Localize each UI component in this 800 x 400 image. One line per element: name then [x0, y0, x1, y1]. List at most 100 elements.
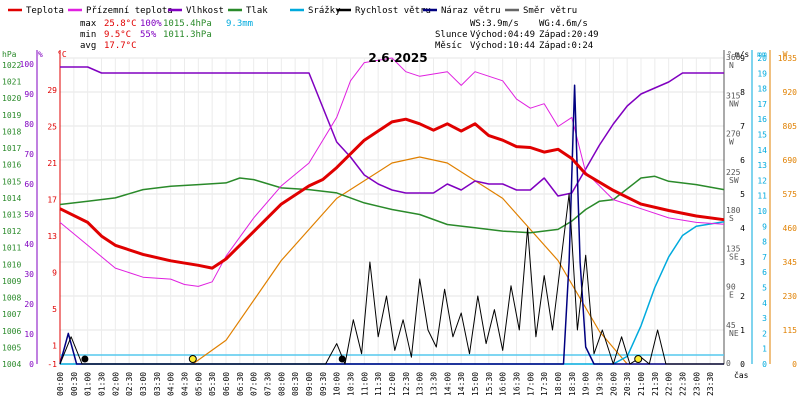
x-axis-tick: 16:30	[513, 372, 522, 396]
humidity-axis-unit: %	[38, 50, 43, 59]
direction-axis-label: W	[729, 138, 734, 147]
wind-axis-tick: 7	[740, 122, 745, 131]
rain-axis-tick: 0	[762, 360, 767, 369]
wind-axis-tick: 9	[740, 54, 745, 63]
temperature-axis-unit: °C	[57, 50, 67, 59]
rain-axis-tick: 19	[757, 69, 767, 78]
rain-axis-unit: mm	[757, 50, 767, 59]
x-axis-tick: 05:00	[194, 372, 203, 396]
rain-axis-tick: 13	[757, 161, 767, 170]
x-axis-tick: 03:00	[139, 372, 148, 396]
rain-axis-tick: 12	[757, 176, 767, 185]
legend-label: Náraz větru	[441, 6, 501, 16]
x-axis-tick: 23:00	[692, 372, 701, 396]
pressure-axis-tick: 1018	[2, 127, 21, 136]
pressure-axis-tick: 1004	[2, 360, 21, 369]
stat-max-temp: 25.8°C	[104, 19, 137, 29]
x-axis-tick: 07:00	[250, 372, 259, 396]
humidity-axis-tick: 30	[24, 270, 34, 279]
direction-axis-label: S	[729, 214, 734, 223]
humidity-axis-tick: 50	[24, 210, 34, 219]
sunset-marker	[634, 355, 643, 363]
solar-axis-tick: 345	[783, 258, 798, 267]
legend-label: Rychlost větru	[355, 6, 431, 16]
direction-axis-tick: 135	[726, 244, 741, 253]
direction-axis-tick: 45	[726, 321, 736, 330]
wind-gust-line	[59, 84, 724, 365]
x-axis-tick: 07:30	[264, 372, 273, 396]
x-axis-tick: 22:30	[679, 372, 688, 396]
rain-axis-tick: 2	[762, 329, 767, 338]
temperature-axis-tick: 17	[47, 196, 57, 205]
stat-max-hum: 100%	[140, 19, 162, 29]
stat-sun-rise: Východ:04:49	[470, 30, 535, 40]
stats-panel: max 25.8°C 100% 1015.4hPa 9.3mm min 9.5°…	[80, 19, 599, 51]
x-axis-tick: 01:30	[98, 372, 107, 396]
direction-axis-tick: 90	[726, 283, 736, 292]
direction-axis-label: SE	[729, 252, 739, 261]
rain-axis-tick: 6	[762, 268, 767, 277]
rain-axis-tick: 18	[757, 85, 767, 94]
x-axis-tick: 19:00	[582, 372, 591, 396]
temperature-axis-tick: -1	[47, 360, 57, 369]
x-axis-tick: 15:30	[485, 372, 494, 396]
plot-area	[59, 57, 725, 365]
rain-axis-tick: 5	[762, 284, 767, 293]
x-axis-tick: 04:00	[167, 372, 176, 396]
stat-moon-rise: Východ:10:44	[470, 41, 535, 51]
direction-axis-label: SW	[729, 176, 739, 185]
humidity-axis-tick: 0	[29, 360, 34, 369]
wind-axis-tick: 2	[740, 292, 745, 301]
stat-min-press: 1011.3hPa	[163, 30, 212, 40]
stat-min-temp: 9.5°C	[104, 30, 131, 40]
rain-axis-tick: 4	[762, 299, 767, 308]
pressure-axis-tick: 1014	[2, 194, 21, 203]
x-axis-tick: 13:30	[430, 372, 439, 396]
chart-title: 2.6.2025	[368, 51, 427, 65]
humidity-axis-tick: 20	[24, 300, 34, 309]
pressure-axis-tick: 1007	[2, 310, 21, 319]
direction-axis-tick: 180	[726, 206, 741, 215]
pressure-axis-tick: 1011	[2, 244, 21, 253]
stat-max-label: max	[80, 19, 97, 29]
x-axis-tick: 02:30	[125, 372, 134, 396]
stat-sun: Slunce	[435, 30, 468, 40]
rain-axis-tick: 7	[762, 253, 767, 262]
x-axis-tick: 18:30	[568, 372, 577, 396]
stat-moon: Měsíc	[435, 41, 462, 51]
humidity-axis-tick: 80	[24, 120, 34, 129]
stat-avg-label: avg	[80, 41, 96, 51]
x-axis-tick: 09:30	[319, 372, 328, 396]
stat-rain: 9.3mm	[226, 19, 253, 29]
x-axis-tick: 20:00	[609, 372, 618, 396]
wind-speed-line	[59, 193, 724, 365]
temperature-axis-tick: 1	[52, 342, 57, 351]
event-marker	[81, 355, 89, 363]
pressure-axis-tick: 1015	[2, 177, 21, 186]
pressure-axis-tick: 1006	[2, 327, 21, 336]
solar-axis-tick: 0	[792, 360, 797, 369]
x-axis-tick: 17:00	[526, 372, 535, 396]
wind-axis-tick: 5	[740, 190, 745, 199]
event-marker	[338, 355, 346, 363]
x-axis-tick: 08:00	[277, 372, 286, 396]
x-axis-tick: 08:30	[291, 372, 300, 396]
legend-label: Srážky	[308, 6, 341, 16]
x-axis-tick: 16:00	[499, 372, 508, 396]
x-axis-tick: 00:30	[70, 372, 79, 396]
x-axis-tick: 03:30	[153, 372, 162, 396]
rain-line	[60, 220, 725, 365]
solar-axis-tick: 115	[783, 326, 798, 335]
rain-axis-tick: 9	[762, 222, 767, 231]
temperature-axis-tick: 25	[47, 123, 57, 132]
x-axis-tick: 06:30	[236, 372, 245, 396]
chart-axes: hPa% °C1022102110201019101810171016101510…	[2, 50, 797, 396]
temperature-axis-tick: 29	[47, 86, 57, 95]
temperature-axis-tick: 5	[52, 305, 57, 314]
x-axis-tick: 04:30	[181, 372, 190, 396]
solar-axis-tick: 805	[783, 122, 798, 131]
stat-avg-temp: 17.7°C	[104, 41, 137, 51]
wind-axis-tick: 6	[740, 156, 745, 165]
solar-axis-tick: 1035	[778, 54, 797, 63]
stat-sun-set: Západ:20:49	[539, 30, 599, 40]
